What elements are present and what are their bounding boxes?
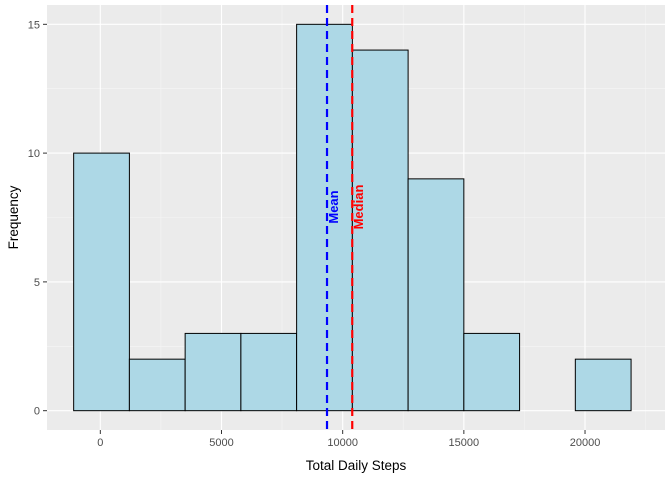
histogram-bars [73,23,632,412]
x-axis-ticks: 0 5000 10000 15000 20000 [97,430,600,449]
median-label: Median [351,185,366,230]
histogram-bar [128,358,186,412]
histogram-bar [351,49,409,412]
mean-label: Mean [326,190,341,223]
histogram-bar [296,23,353,412]
y-tick-label: 0 [34,406,40,418]
y-axis-ticks: 0 5 10 15 [28,19,47,418]
x-tick-label: 5000 [209,437,233,449]
histogram-bar [73,152,130,412]
y-tick-label: 10 [28,148,40,160]
histogram-bar [463,332,521,412]
histogram-bar [240,332,298,412]
histogram-bar [184,332,242,412]
histogram-bar [574,358,632,412]
x-tick-label: 0 [97,437,103,449]
reference-lines: Mean Median [325,5,366,430]
histogram-bar [407,178,465,412]
x-tick-label: 10000 [327,437,358,449]
x-tick-label: 15000 [449,437,480,449]
y-tick-label: 5 [34,277,40,289]
x-tick-label: 20000 [570,437,601,449]
y-tick-label: 15 [28,19,40,31]
x-axis-title: Total Daily Steps [306,458,407,473]
y-axis-title: Frequency [6,185,21,249]
